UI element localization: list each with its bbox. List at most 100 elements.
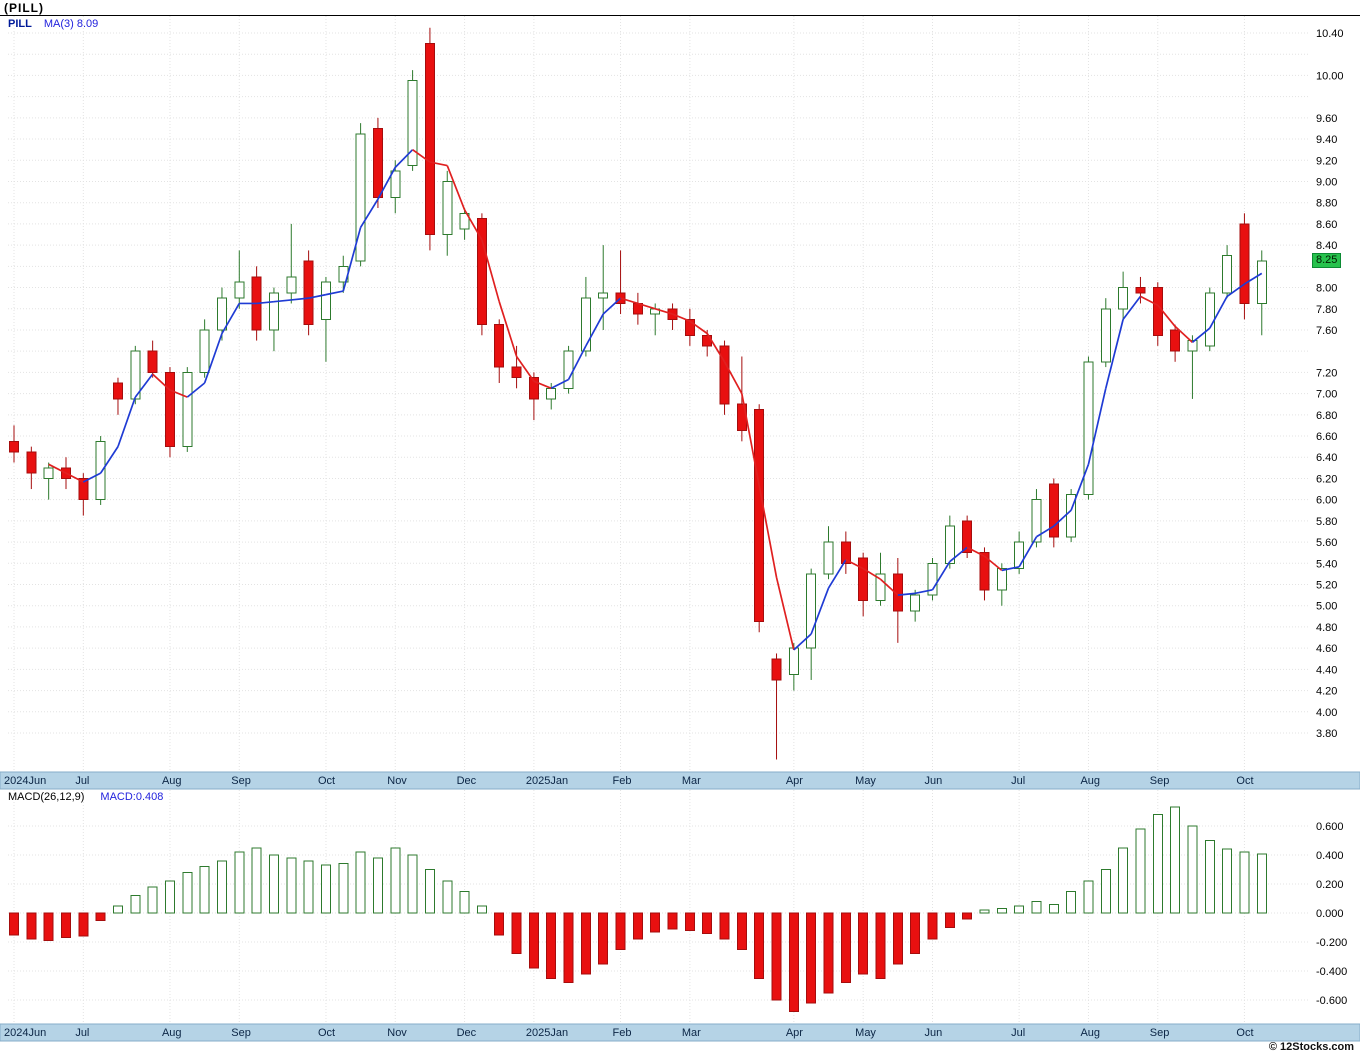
candle-body <box>199 329 210 373</box>
ma-line-segment <box>758 485 778 578</box>
macd-bar <box>1048 903 1059 914</box>
ma-line-segment <box>65 472 84 483</box>
price-axis-label: 8.80 <box>1316 198 1337 210</box>
ma-line-segment <box>325 290 344 296</box>
price-axis-label: 4.40 <box>1316 664 1337 676</box>
macd-bar <box>996 908 1007 914</box>
macd-bar <box>580 912 591 975</box>
ma-line-segment <box>273 299 292 303</box>
month-label: Aug <box>162 1027 182 1039</box>
macd-bar <box>355 851 366 914</box>
candle-body <box>95 440 106 501</box>
price-axis-label: 3.80 <box>1316 728 1337 740</box>
ma-line-segment <box>706 333 726 363</box>
month-label: Aug <box>1080 1027 1100 1039</box>
candle-body <box>147 350 158 373</box>
ma-line-segment <box>429 161 448 167</box>
macd-bar <box>1135 828 1146 914</box>
candle-body <box>1152 287 1163 336</box>
ma-line-segment <box>689 320 708 335</box>
macd-bar <box>251 847 262 914</box>
ma-line-segment <box>550 378 569 390</box>
ma-line-segment <box>203 333 223 384</box>
month-label: Jun <box>924 1027 942 1039</box>
price-axis-label: 7.60 <box>1316 325 1337 337</box>
month-label: Sep <box>1150 775 1170 787</box>
ma-line-segment <box>221 303 241 334</box>
macd-bar <box>26 912 37 940</box>
macd-bar <box>130 895 141 914</box>
macd-bar <box>1083 880 1094 914</box>
candle-body <box>788 647 799 676</box>
macd-bar <box>43 912 54 942</box>
candle-body <box>996 568 1007 591</box>
ma-line-segment <box>515 355 535 382</box>
price-legend: PILL MA(3) 8.09 <box>8 18 98 30</box>
month-label: Dec <box>457 1027 477 1039</box>
macd-bar <box>390 847 401 914</box>
price-axis-label: 5.40 <box>1316 558 1337 570</box>
price-axis-label: 5.00 <box>1316 601 1337 613</box>
candle-body <box>9 440 19 453</box>
macd-bar <box>719 912 730 940</box>
candle-body <box>355 133 366 262</box>
price-axis-label: 5.20 <box>1316 580 1337 592</box>
macd-bar <box>650 912 661 933</box>
macd-bar <box>823 912 834 994</box>
ma-line-segment <box>897 592 916 596</box>
ma-line-segment <box>966 546 985 557</box>
ma-line-segment <box>169 389 188 398</box>
page-title: (PILL) <box>4 1 44 15</box>
macd-bar <box>234 851 245 914</box>
price-axis-label: 4.80 <box>1316 622 1337 634</box>
candle-body <box>424 43 435 236</box>
ma-line-segment <box>567 345 587 380</box>
price-axis-label: 8.00 <box>1316 283 1337 295</box>
candle-body <box>840 541 851 564</box>
macd-bar <box>268 854 279 914</box>
candle-body <box>979 552 990 591</box>
ma-line-segment <box>862 567 881 580</box>
month-label: 2024Jun <box>4 775 46 787</box>
macd-bar <box>910 912 921 955</box>
ma-line-segment <box>99 446 119 474</box>
macd-bar <box>511 912 522 955</box>
macd-bar <box>338 863 349 914</box>
month-label: Feb <box>613 1027 632 1039</box>
ma-line-segment <box>983 555 1003 572</box>
ma-line-segment <box>256 300 275 305</box>
ma-line-segment <box>481 239 501 302</box>
candle-body <box>546 387 557 400</box>
ma-line-segment <box>741 393 761 486</box>
ma-line-segment <box>1243 272 1263 285</box>
macd-bar <box>546 912 557 979</box>
macd-bar <box>407 854 418 914</box>
ma-line-segment <box>1053 509 1072 527</box>
month-label: Mar <box>682 775 701 787</box>
xaxis-strip <box>0 1023 1360 1042</box>
macd-bar <box>164 880 175 914</box>
macd-bar <box>1031 900 1042 914</box>
price-axis-label: 7.80 <box>1316 304 1337 316</box>
candle-body <box>806 573 817 649</box>
candle-body <box>390 170 401 198</box>
price-axis-label: 9.00 <box>1316 176 1337 188</box>
price-axis-label: 8.60 <box>1316 219 1337 231</box>
watermark: © 12Stocks.com <box>1268 1041 1354 1053</box>
candle-body <box>511 366 522 379</box>
candle-body <box>1031 499 1042 543</box>
macd-bar <box>9 912 19 936</box>
month-label: Apr <box>786 1027 803 1039</box>
macd-bar <box>494 912 505 936</box>
candle-body <box>1118 287 1129 310</box>
price-axis-label: 9.40 <box>1316 134 1337 146</box>
ma-line-segment <box>1036 525 1055 538</box>
candle-body <box>476 218 487 326</box>
ma-line-segment <box>186 382 206 398</box>
macd-bar <box>1222 848 1233 914</box>
ma-line-segment <box>1157 304 1176 327</box>
macd-bar <box>667 912 678 930</box>
macd-bar <box>95 912 106 921</box>
